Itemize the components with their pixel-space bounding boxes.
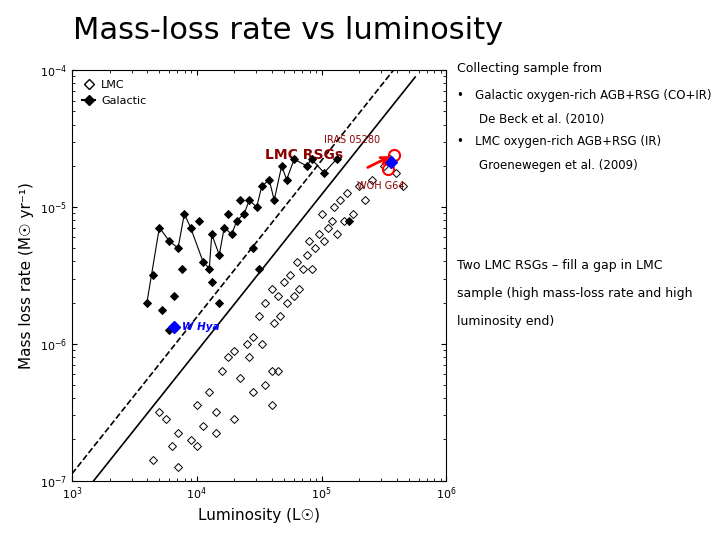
Y-axis label: Mass loss rate (M☉ yr⁻¹): Mass loss rate (M☉ yr⁻¹) xyxy=(19,182,35,369)
Text: luminosity end): luminosity end) xyxy=(457,315,554,328)
X-axis label: Luminosity (L☉): Luminosity (L☉) xyxy=(198,508,320,523)
Text: Groenewegen et al. (2009): Groenewegen et al. (2009) xyxy=(479,159,637,172)
Text: IRAS 05280: IRAS 05280 xyxy=(324,136,380,145)
Text: De Beck et al. (2010): De Beck et al. (2010) xyxy=(479,113,604,126)
Text: LMC RSGs: LMC RSGs xyxy=(266,148,343,162)
Text: •   Galactic oxygen-rich AGB+RSG (CO+IR): • Galactic oxygen-rich AGB+RSG (CO+IR) xyxy=(457,89,711,102)
Text: Two LMC RSGs – fill a gap in LMC: Two LMC RSGs – fill a gap in LMC xyxy=(457,259,662,272)
Text: Mass-loss rate vs luminosity: Mass-loss rate vs luminosity xyxy=(73,16,503,45)
Text: Collecting sample from: Collecting sample from xyxy=(457,62,602,75)
Legend: LMC, Galactic: LMC, Galactic xyxy=(78,76,150,110)
Text: WOH G64: WOH G64 xyxy=(356,181,404,192)
Text: sample (high mass-loss rate and high: sample (high mass-loss rate and high xyxy=(457,287,693,300)
Text: •   LMC oxygen-rich AGB+RSG (IR): • LMC oxygen-rich AGB+RSG (IR) xyxy=(457,135,662,148)
Text: W Hya: W Hya xyxy=(182,322,220,333)
